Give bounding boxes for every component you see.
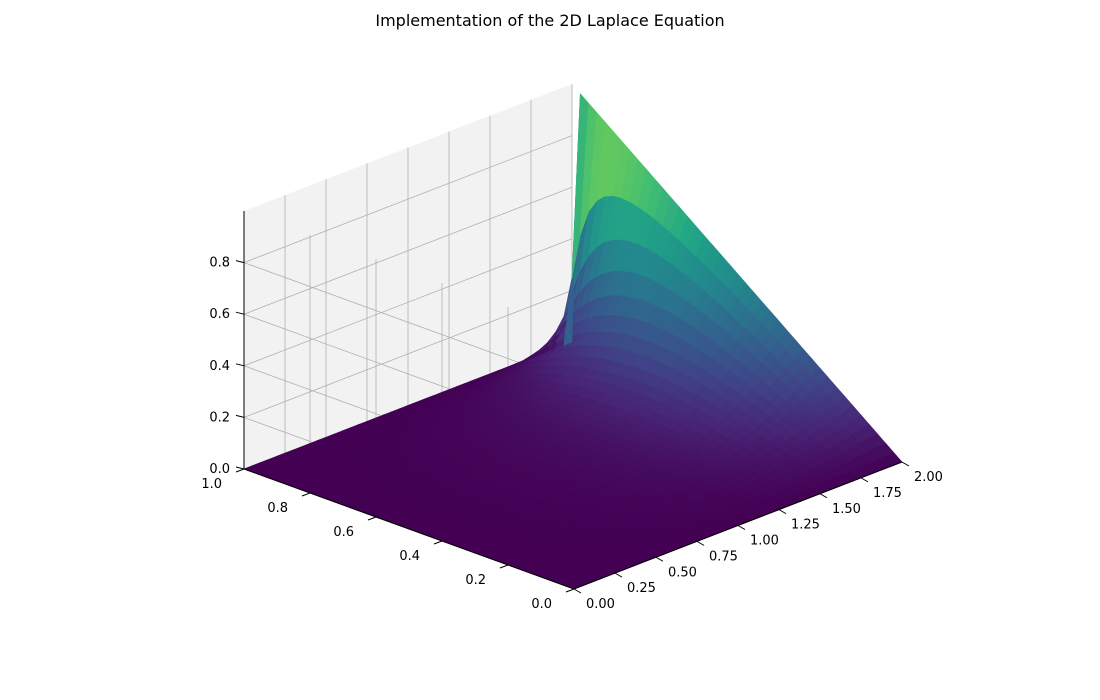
y-tick-label: 0.0: [531, 597, 552, 612]
y-tick: [367, 516, 377, 521]
x-tick: [696, 540, 705, 546]
x-tick: [778, 509, 787, 515]
x-tick: [819, 493, 828, 499]
x-tick-label: 1.75: [873, 486, 902, 501]
surface-mesh: [243, 92, 903, 590]
x-tick-label: 1.00: [750, 534, 779, 549]
y-tick: [235, 468, 245, 473]
axis-ticks: 0.00 0.25 0.50 0.75 1.00 1.25 1.50 1.75 2.00 0.0 0…: [201, 256, 943, 612]
z-tick-label: 0.4: [209, 359, 230, 374]
y-tick-label: 0.6: [333, 525, 354, 540]
z-tick: [235, 311, 245, 315]
y-tick-label: 1.0: [201, 477, 222, 492]
x-tick: [860, 477, 869, 483]
y-tick-label: 0.8: [267, 501, 288, 516]
z-tick-label: 0.8: [209, 256, 230, 271]
x-tick: [573, 588, 582, 594]
chart-title: Implementation of the 2D Laplace Equatio…: [375, 11, 725, 30]
y-tick: [499, 564, 509, 569]
y-tick: [565, 588, 575, 593]
y-tick: [433, 540, 443, 545]
z-tick: [235, 260, 245, 264]
x-tick-label: 0.00: [586, 597, 615, 612]
x-tick-label: 1.50: [832, 502, 861, 517]
y-tick-label: 0.2: [465, 573, 486, 588]
z-tick: [235, 466, 245, 470]
y-tick: [301, 492, 311, 497]
z-tick-label: 0.6: [209, 307, 230, 322]
x-tick: [655, 556, 664, 562]
z-tick-label: 0.2: [209, 410, 230, 425]
x-tick-label: 2.00: [914, 470, 943, 485]
x-tick: [614, 572, 623, 578]
x-tick: [901, 461, 910, 467]
x-tick-label: 0.75: [709, 549, 738, 564]
z-tick: [235, 363, 245, 367]
y-tick-label: 0.4: [399, 549, 420, 564]
x-tick-label: 0.50: [668, 565, 697, 580]
z-tick: [235, 414, 245, 418]
y-axis-line: [243, 468, 575, 590]
x-tick-label: 0.25: [627, 581, 656, 596]
x-tick-label: 1.25: [791, 518, 820, 533]
z-tick-label: 0.0: [209, 462, 230, 477]
x-tick: [737, 525, 746, 530]
